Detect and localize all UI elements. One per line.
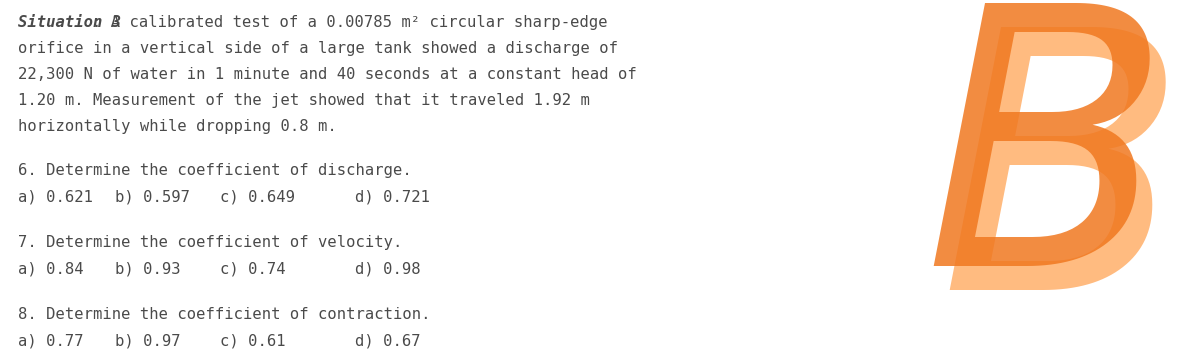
Text: 8. Determine the coefficient of contraction.: 8. Determine the coefficient of contract… (18, 307, 431, 322)
Text: b) 0.97: b) 0.97 (115, 333, 181, 348)
Text: horizontally while dropping 0.8 m.: horizontally while dropping 0.8 m. (18, 119, 337, 134)
Text: d) 0.67: d) 0.67 (355, 333, 421, 348)
Text: a) 0.621: a) 0.621 (18, 189, 94, 204)
Text: c) 0.61: c) 0.61 (220, 333, 286, 348)
Text: 7. Determine the coefficient of velocity.: 7. Determine the coefficient of velocity… (18, 235, 402, 250)
Text: b) 0.597: b) 0.597 (115, 189, 190, 204)
Text: b) 0.93: b) 0.93 (115, 261, 181, 276)
Text: : A calibrated test of a 0.00785 m² circular sharp-edge: : A calibrated test of a 0.00785 m² circ… (92, 15, 607, 30)
Text: orifice in a vertical side of a large tank showed a discharge of: orifice in a vertical side of a large ta… (18, 41, 618, 56)
Text: a) 0.77: a) 0.77 (18, 333, 84, 348)
Text: 6. Determine the coefficient of discharge.: 6. Determine the coefficient of discharg… (18, 163, 412, 178)
Text: 1.20 m. Measurement of the jet showed that it traveled 1.92 m: 1.20 m. Measurement of the jet showed th… (18, 93, 590, 108)
Text: B: B (923, 0, 1171, 340)
Text: d) 0.98: d) 0.98 (355, 261, 421, 276)
Text: a) 0.84: a) 0.84 (18, 261, 84, 276)
Text: d) 0.721: d) 0.721 (355, 189, 430, 204)
Text: Situation 3: Situation 3 (18, 15, 121, 30)
Text: 22,300 N of water in 1 minute and 40 seconds at a constant head of: 22,300 N of water in 1 minute and 40 sec… (18, 67, 637, 82)
Text: c) 0.649: c) 0.649 (220, 189, 295, 204)
Text: B: B (940, 16, 1187, 355)
Text: c) 0.74: c) 0.74 (220, 261, 286, 276)
